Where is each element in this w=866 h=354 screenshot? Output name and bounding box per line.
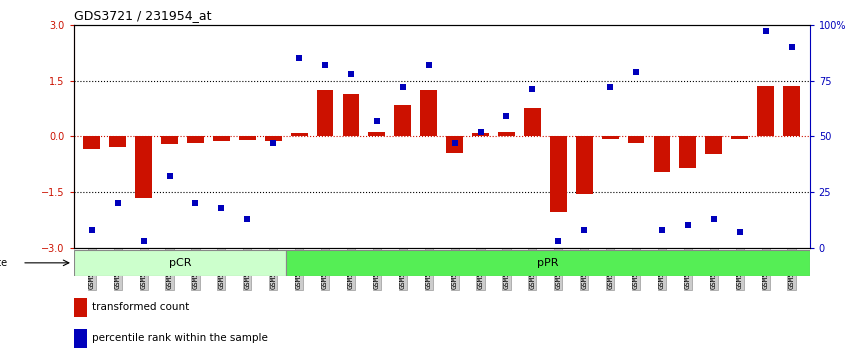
Bar [654,136,670,172]
Point [629,69,643,74]
Bar [680,136,696,168]
Bar [394,105,411,136]
Point [266,140,280,146]
Bar [291,133,307,136]
Bar [265,136,281,141]
Point [396,84,410,90]
Point [448,140,462,146]
Point [344,71,358,77]
Point [526,87,540,92]
Bar [74,329,87,348]
Bar [135,136,152,198]
Point [785,44,798,50]
Bar [187,136,204,143]
Point [189,200,203,206]
Point [578,227,591,233]
Bar [161,136,178,144]
Bar [706,136,722,154]
Point [318,62,332,68]
Bar [628,136,644,143]
Bar [74,250,286,276]
Text: transformed count: transformed count [92,302,190,313]
Bar [83,136,100,149]
Point [137,238,151,244]
Text: pCR: pCR [169,258,191,268]
Point [163,173,177,179]
Bar [550,136,566,212]
Point [500,113,514,119]
Point [422,62,436,68]
Bar [420,90,437,136]
Bar [524,108,540,136]
Bar [731,136,748,139]
Point [604,84,617,90]
Point [241,216,255,222]
Point [707,216,721,222]
Bar [239,136,255,140]
Point [370,118,384,124]
Bar [602,136,618,139]
Point [474,129,488,135]
Point [759,29,772,34]
Bar [472,133,489,136]
Bar [783,86,800,136]
Bar [317,90,333,136]
Point [215,205,229,211]
Bar [576,136,592,194]
Bar [498,132,515,136]
Bar [109,136,126,147]
Point [292,55,306,61]
Bar [757,86,774,136]
Bar [446,136,463,153]
Text: disease state: disease state [0,258,8,268]
Bar [74,298,87,317]
Bar [286,250,810,276]
Point [85,227,99,233]
Point [552,238,565,244]
Point [733,229,746,235]
Text: GDS3721 / 231954_at: GDS3721 / 231954_at [74,9,211,22]
Point [111,200,125,206]
Bar [213,136,229,141]
Point [655,227,669,233]
Text: percentile rank within the sample: percentile rank within the sample [92,333,268,343]
Bar [368,132,385,136]
Bar [343,93,359,136]
Text: pPR: pPR [537,258,559,268]
Point [681,223,695,228]
